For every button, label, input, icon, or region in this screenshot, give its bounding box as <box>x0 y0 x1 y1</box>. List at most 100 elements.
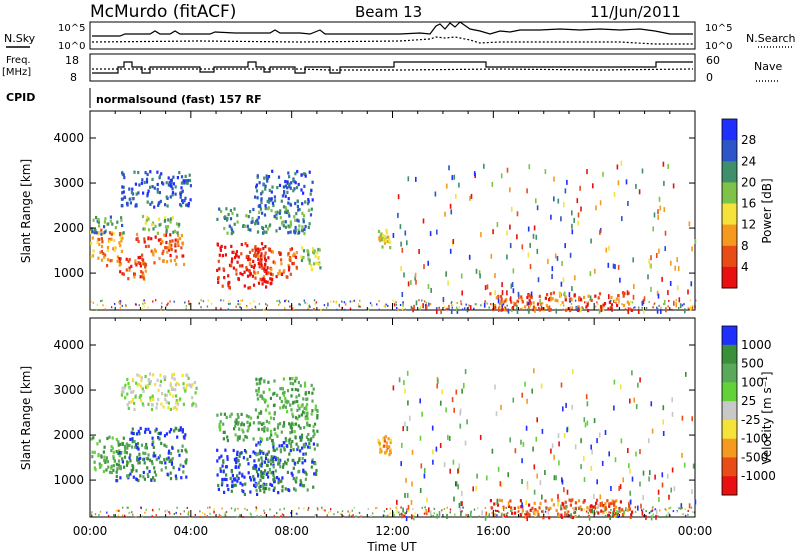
velocity-echo-cell <box>246 509 248 511</box>
power-echo-cell <box>691 246 693 252</box>
power-echo-cell <box>288 214 291 218</box>
power-echo-cell <box>149 202 152 206</box>
velocity-echo-cell <box>238 436 241 440</box>
velocity-echo-cell <box>557 494 559 500</box>
power-echo-cell <box>290 247 293 251</box>
power-echo-cell <box>263 254 266 258</box>
velocity-echo-cell <box>588 508 591 512</box>
velocity-echo-cell <box>327 511 330 514</box>
velocity-echo-cell <box>170 462 174 466</box>
power-echo-cell <box>657 209 659 215</box>
power-echo-cell <box>119 306 122 309</box>
velocity-echo-cell <box>568 498 571 502</box>
power-echo-cell <box>120 218 123 222</box>
power-echo-cell <box>608 245 610 251</box>
power-echo-cell <box>669 281 672 286</box>
velocity-echo-cell <box>304 442 307 446</box>
power-echo-cell <box>140 270 143 274</box>
power-echo-cell <box>142 273 145 277</box>
velocity-echo-cell <box>661 482 664 488</box>
power-echo-cell <box>224 245 227 249</box>
power-echo-cell <box>237 255 240 259</box>
velocity-echo-cell <box>500 499 503 503</box>
velocity-echo-cell <box>223 490 226 494</box>
power-echo-cell <box>658 248 660 254</box>
power-echo-cell <box>410 305 413 311</box>
velocity-echo-cell <box>306 415 309 419</box>
velocity-echo-cell <box>387 437 390 441</box>
velocity-echo-cell <box>218 423 221 427</box>
power-echo-cell <box>552 291 555 295</box>
power-echo-cell <box>429 231 432 237</box>
power-echo-cell <box>141 214 145 219</box>
power-echo-cell <box>349 300 351 303</box>
velocity-echo-cell <box>541 510 543 513</box>
velocity-echo-cell <box>100 455 103 459</box>
velocity-echo-cell <box>648 476 650 482</box>
power-echo-cell <box>673 300 675 306</box>
nave-tick-top: 60 <box>706 54 720 67</box>
velocity-echo-cell <box>304 471 307 475</box>
power-colorbar-swatch <box>722 266 737 289</box>
power-echo-cell <box>96 237 100 241</box>
velocity-echo-cell <box>681 507 683 509</box>
velocity-echo-cell <box>564 500 567 504</box>
power-echo-cell <box>185 305 188 308</box>
power-echo-cell <box>599 227 602 233</box>
velocity-echo-cell <box>614 457 617 463</box>
velocity-echo-cell <box>151 436 154 440</box>
velocity-echo-cell <box>398 377 401 383</box>
power-echo-cell <box>563 304 565 307</box>
velocity-echo-cell <box>172 466 175 470</box>
power-echo-cell <box>174 242 177 246</box>
velocity-echo-cell <box>242 490 245 494</box>
velocity-echo-cell <box>384 515 386 518</box>
power-echo-cell <box>251 308 253 311</box>
power-echo-cell <box>142 191 145 195</box>
power-echo-cell <box>359 305 361 308</box>
power-echo-cell <box>401 308 404 311</box>
velocity-echo-cell <box>145 442 148 447</box>
velocity-echo-cell <box>358 511 361 514</box>
power-echo-cell <box>233 222 236 226</box>
power-echo-cell <box>663 207 666 213</box>
velocity-echo-cell <box>241 428 244 432</box>
power-echo-cell <box>297 228 300 232</box>
velocity-echo-cell <box>288 441 291 445</box>
power-echo-cell <box>480 232 482 238</box>
power-echo-cell <box>616 303 619 307</box>
cpid-label: CPID <box>6 91 35 104</box>
power-echo-cell <box>307 208 310 213</box>
velocity-echo-cell <box>400 512 402 515</box>
power-echo-cell <box>427 284 430 289</box>
power-echo-cell <box>116 255 119 259</box>
velocity-echo-cell <box>620 438 623 444</box>
velocity-echo-cell <box>533 368 535 374</box>
velocity-echo-cell <box>184 448 187 452</box>
power-echo-cell <box>137 256 140 260</box>
velocity-echo-cell <box>469 512 472 518</box>
noise-tick-bottom-left: 10^0 <box>58 41 85 52</box>
power-echo-cell <box>302 218 305 222</box>
velocity-echo-cell <box>501 507 504 509</box>
power-echo-cell <box>118 233 122 237</box>
power-echo-cell <box>221 284 224 288</box>
power-echo-cell <box>461 290 463 296</box>
nsky-trace <box>92 21 693 37</box>
power-echo-cell <box>175 255 178 259</box>
velocity-echo-cell <box>97 454 100 458</box>
power-echo-cell <box>499 306 501 308</box>
velocity-echo-cell <box>311 399 314 403</box>
velocity-echo-cell <box>446 513 448 519</box>
power-echo-cell <box>667 305 669 308</box>
velocity-echo-cell <box>302 397 305 401</box>
velocity-echo-cell <box>662 419 664 425</box>
velocity-echo-cell <box>514 511 517 515</box>
power-echo-cell <box>138 183 141 187</box>
power-echo-cell <box>681 309 683 311</box>
velocity-echo-cell <box>256 393 259 397</box>
velocity-echo-cell <box>276 476 279 480</box>
power-echo-cell <box>560 216 562 222</box>
